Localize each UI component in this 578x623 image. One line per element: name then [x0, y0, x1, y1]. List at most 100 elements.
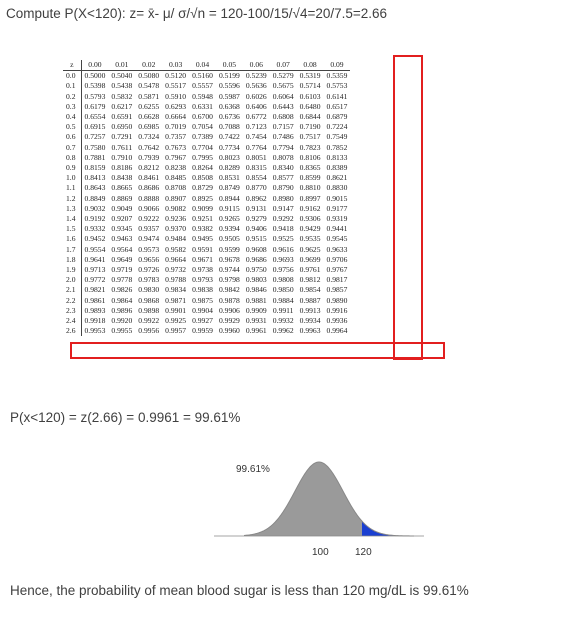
probability-cell: 0.9767 [326, 265, 348, 275]
z-value-cell: 1.4 [63, 214, 82, 225]
probability-cell: 0.6554 [84, 112, 106, 122]
probability-cell: 0.9959 [192, 326, 213, 336]
probability-cell: 0.9931 [245, 316, 267, 326]
probability-cell: 0.7764 [245, 142, 267, 152]
probability-cell: 0.8925 [192, 193, 213, 203]
probability-cell: 0.9370 [165, 224, 187, 234]
probability-cell: 0.7019 [165, 122, 187, 132]
probability-cell: 0.9826 [111, 285, 133, 295]
table-row: 0.6 0.7257 0.7291 0.7324 0.7357 0.7389 0.7422 0… [63, 132, 350, 143]
probability-cell: 0.9878 [218, 295, 240, 305]
probability-cell: 0.7291 [111, 132, 133, 142]
probability-cell: 0.9625 [299, 244, 321, 254]
probability-cell: 0.8888 [138, 193, 160, 203]
probability-cell: 0.9641 [84, 254, 106, 264]
table-row: 1.9 0.9713 0.9719 0.9726 0.9732 0.9738 0.9744 0… [63, 265, 350, 276]
table-row: 2.3 0.9893 0.9896 0.9898 0.9901 0.9904 0.9906 0… [63, 305, 350, 317]
probability-cell: 0.7995 [192, 152, 213, 162]
probability-cell: 0.9772 [84, 275, 106, 285]
probability-cell: 0.9082 [165, 203, 187, 213]
probability-cell: 0.5120 [165, 71, 187, 81]
table-row: 1.3 0.9032 0.9049 0.9066 0.9082 0.9099 0.9115 0… [63, 203, 350, 215]
z-value-cell: 0.6 [63, 132, 82, 143]
probability-cell: 0.9545 [326, 234, 348, 244]
z-value-cell: 1.5 [63, 224, 82, 235]
column-highlight-box [393, 55, 423, 360]
column-header: 0.06 [242, 60, 270, 72]
table-row: 2.2 0.9861 0.9864 0.9868 0.9871 0.9875 0.9878 0… [63, 295, 350, 306]
probability-cell: 0.9964 [326, 326, 348, 336]
probability-cell: 0.9484 [165, 234, 187, 244]
row-highlight-box [70, 342, 445, 359]
probability-cell: 0.9394 [218, 224, 240, 234]
probability-cell: 0.6879 [326, 112, 348, 122]
probability-cell: 0.5517 [165, 81, 187, 91]
probability-cell: 0.8186 [111, 163, 133, 173]
probability-cell: 0.8980 [272, 193, 294, 203]
mean-label: 100 [312, 547, 329, 558]
conclusion-line: Hence, the probability of mean blood sug… [10, 583, 469, 598]
probability-cell: 0.9573 [138, 244, 160, 254]
probability-cell: 0.6628 [138, 112, 160, 122]
z-value-cell: 1.8 [63, 254, 82, 266]
probability-cell: 0.9932 [272, 316, 294, 326]
table-row: 0.5 0.6915 0.6950 0.6985 0.7019 0.7054 0.7088 0… [63, 122, 350, 133]
probability-cell: 0.5160 [192, 71, 213, 81]
probability-cell: 0.9616 [272, 244, 294, 254]
probability-cell: 0.9131 [245, 203, 267, 213]
column-header: 0.07 [269, 60, 297, 72]
probability-cell: 0.5359 [326, 71, 348, 81]
probability-cell: 0.9750 [245, 265, 267, 275]
probability-cell: 0.9875 [192, 295, 213, 305]
probability-cell: 0.9693 [272, 254, 294, 264]
z-value-cell: 1.2 [63, 193, 82, 204]
probability-cell: 0.9884 [272, 295, 294, 305]
z-value-cell: 2.0 [63, 275, 82, 286]
probability-cell: 0.5319 [299, 71, 321, 81]
probability-cell: 0.8708 [165, 183, 187, 193]
probability-cell: 0.9821 [84, 285, 106, 295]
probability-cell: 0.9279 [245, 214, 267, 224]
z-value-cell: 0.9 [63, 163, 82, 174]
table-row: 0.3 0.6179 0.6217 0.6255 0.6293 0.6331 0.6368 0… [63, 101, 350, 113]
z-value-cell: 1.6 [63, 234, 82, 245]
probability-cell: 0.9251 [192, 214, 213, 224]
probability-cell: 0.9115 [219, 203, 240, 213]
probability-cell: 0.9147 [272, 203, 294, 213]
probability-cell: 0.9881 [245, 295, 267, 305]
probability-cell: 0.7123 [245, 122, 267, 132]
probability-cell: 0.5557 [192, 81, 213, 91]
bell-curve [243, 461, 414, 537]
probability-cell: 0.9015 [326, 193, 348, 203]
probability-cell: 0.9515 [245, 234, 267, 244]
z-value-cell: 1.1 [63, 183, 82, 194]
z-value-cell: 2.6 [63, 326, 82, 337]
result-line: P(x<120) = z(2.66) = 0.9961 = 99.61% [10, 410, 241, 425]
z-value-cell: 0.2 [63, 91, 82, 102]
probability-cell: 0.9686 [245, 254, 267, 264]
z-value-cell: 0.4 [63, 112, 82, 123]
probability-cell: 0.8997 [299, 193, 321, 203]
probability-cell: 0.8485 [165, 173, 187, 183]
probability-cell: 0.5279 [272, 71, 294, 81]
probability-cell: 0.7673 [165, 142, 187, 152]
area-fill [244, 462, 362, 536]
probability-cell: 0.9236 [165, 214, 187, 224]
probability-cell: 0.6950 [111, 122, 133, 132]
probability-cell: 0.7852 [326, 142, 348, 152]
probability-cell: 0.9032 [84, 203, 106, 213]
probability-cell: 0.7734 [218, 142, 240, 152]
probability-cell: 0.9633 [326, 244, 348, 254]
probability-cell: 0.8790 [272, 183, 294, 193]
probability-cell: 0.9678 [218, 254, 240, 264]
probability-cell: 0.9099 [192, 203, 213, 213]
table-row: 1.4 0.9192 0.9207 0.9222 0.9236 0.9251 0.9265 0… [63, 214, 350, 225]
column-header: 0.04 [189, 60, 216, 72]
probability-cell: 0.6293 [165, 101, 187, 111]
table-row: 0.8 0.7881 0.7910 0.7939 0.7967 0.7995 0.8023 0… [63, 152, 350, 164]
probability-cell: 0.9406 [245, 224, 267, 234]
probability-cell: 0.9591 [192, 244, 213, 254]
probability-cell: 0.8770 [245, 183, 267, 193]
probability-cell: 0.6443 [272, 101, 294, 111]
probability-cell: 0.5040 [111, 71, 133, 81]
